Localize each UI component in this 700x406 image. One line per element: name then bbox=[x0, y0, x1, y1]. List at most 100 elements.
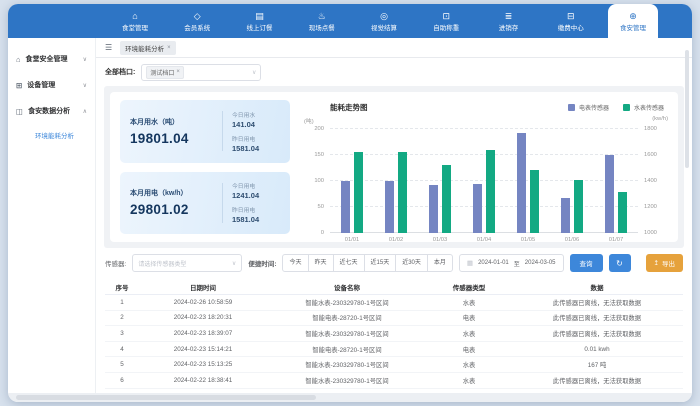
legend-item[interactable]: 电表传感器 bbox=[568, 103, 609, 112]
水表传感器-bar bbox=[530, 170, 539, 233]
sidebar: ⌂食堂安全管理∨⊞设备管理∨◫食安数据分析∧环境能耗分析 bbox=[8, 38, 96, 393]
nav-item-vision-checkout[interactable]: ◎视觉结算 bbox=[359, 4, 409, 38]
stall-filter-label: 全部档口: bbox=[105, 67, 135, 77]
date-start: 2024-01-01 bbox=[478, 260, 509, 266]
table-cell: 2024-02-23 15:14:21 bbox=[139, 346, 267, 353]
tab-environment-energy[interactable]: 环境能耗分析 × bbox=[120, 41, 176, 55]
axis-tick-label: 1400 bbox=[644, 178, 657, 184]
电表传感器-bar bbox=[473, 184, 482, 233]
table-header-cell: 设备名称 bbox=[267, 282, 427, 292]
right-axis-ticks: 10001200140016001800 bbox=[638, 129, 668, 233]
stall-select[interactable]: 测试档口 × ∨ bbox=[141, 64, 261, 81]
chart-title: 能耗走势图 bbox=[330, 102, 368, 113]
chevron-down-icon: ∨ bbox=[83, 56, 87, 63]
axis-tick-label: 150 bbox=[314, 152, 324, 158]
电表传感器-bar bbox=[605, 155, 614, 233]
horizontal-scrollbar[interactable] bbox=[8, 393, 692, 402]
table-row[interactable]: 32024-02-23 18:39:07智能水表-230329780-1号区间水… bbox=[105, 326, 683, 342]
nav-item-canteen-mgmt[interactable]: ⌂食堂管理 bbox=[110, 4, 160, 38]
table-cell: 2024-02-22 18:38:41 bbox=[139, 377, 267, 384]
data-analysis-icon: ◫ bbox=[16, 107, 23, 116]
quick-time-button[interactable]: 本月 bbox=[427, 254, 453, 272]
sidebar-item[interactable]: ⌂食堂安全管理∨ bbox=[8, 46, 95, 72]
legend-swatch bbox=[568, 104, 575, 111]
table-cell: 2024-02-23 18:20:31 bbox=[139, 314, 267, 321]
sidebar-subitem[interactable]: 环境能耗分析 bbox=[8, 124, 95, 146]
nav-item-label: 食堂管理 bbox=[122, 22, 148, 32]
table-cell: 智能电表-28720-1号区间 bbox=[267, 345, 427, 354]
axis-tick-label: 200 bbox=[314, 126, 324, 132]
nav-item-online-order[interactable]: ▤线上订餐 bbox=[235, 4, 285, 38]
table-cell: 智能水表-230329780-1号区间 bbox=[267, 376, 427, 385]
table-header-cell: 日期时间 bbox=[139, 282, 267, 292]
member-system-icon: ◇ bbox=[194, 11, 201, 21]
水表传感器-bar bbox=[486, 150, 495, 233]
bar-group bbox=[429, 129, 451, 233]
table-body: 12024-02-26 10:58:59智能水表-230329780-1号区间水… bbox=[105, 295, 683, 389]
refresh-button[interactable]: ↻ bbox=[609, 254, 631, 272]
canteen-mgmt-icon: ⌂ bbox=[132, 11, 137, 21]
bar-group bbox=[605, 129, 627, 233]
sensor-type-select[interactable]: 请选择传感器类型 ∨ bbox=[132, 254, 242, 272]
nav-item-dine-in-order[interactable]: ♨现场点餐 bbox=[297, 4, 347, 38]
divider bbox=[222, 183, 223, 223]
nav-item-label: 视觉结算 bbox=[371, 22, 397, 32]
nav-item-food-safety[interactable]: ⊕食安管理 bbox=[608, 4, 658, 38]
table-cell: 此传感器已离线，无法获取数据 bbox=[511, 376, 683, 385]
stats-column: 本月用水（吨）19801.04今日用水141.04昨日用电1581.04本月用电… bbox=[120, 100, 290, 234]
电表传感器-bar bbox=[429, 185, 438, 233]
sidebar-item-label: 食堂安全管理 bbox=[26, 54, 68, 64]
stat-card-title: 本月用水（吨） bbox=[130, 117, 213, 127]
export-button[interactable]: ↥ 导出 bbox=[646, 254, 683, 272]
table-row[interactable]: 42024-02-23 15:14:21智能电表-28720-1号区间电表0.0… bbox=[105, 342, 683, 358]
legend-item[interactable]: 水表传感器 bbox=[623, 103, 664, 112]
overview-card: 本月用水（吨）19801.04今日用水141.04昨日用电1581.04本月用电… bbox=[110, 92, 678, 242]
tab-close-icon[interactable]: × bbox=[167, 45, 171, 51]
date-separator: 至 bbox=[514, 259, 520, 268]
nav-item-label: 线上订餐 bbox=[247, 22, 273, 32]
stat-card-title: 本月用电（kw/h） bbox=[130, 188, 213, 198]
quick-time-button[interactable]: 近30天 bbox=[395, 254, 428, 272]
quick-time-button[interactable]: 今天 bbox=[282, 254, 308, 272]
x-axis-label: 01/05 bbox=[521, 237, 536, 245]
table-row[interactable]: 22024-02-23 18:20:31智能电表-28720-1号区间电表此传感… bbox=[105, 311, 683, 327]
quick-time-button[interactable]: 近七天 bbox=[333, 254, 365, 272]
sensor-select-placeholder: 请选择传感器类型 bbox=[138, 259, 186, 268]
quick-time-button[interactable]: 近15天 bbox=[364, 254, 397, 272]
table-row[interactable]: 12024-02-26 10:58:59智能水表-230329780-1号区间水… bbox=[105, 295, 683, 311]
table-cell: 水表 bbox=[427, 298, 511, 307]
sidebar-item[interactable]: ⊞设备管理∨ bbox=[8, 72, 95, 98]
sidebar-item[interactable]: ◫食安数据分析∧ bbox=[8, 98, 95, 124]
tag-close-icon[interactable]: × bbox=[176, 69, 180, 75]
nav-item-label: 会员系统 bbox=[184, 22, 210, 32]
left-axis-ticks: 050100150200 bbox=[304, 129, 330, 233]
axis-tick-label: 1200 bbox=[644, 204, 657, 210]
quick-time-button[interactable]: 昨天 bbox=[308, 254, 334, 272]
horizontal-scrollbar-thumb[interactable] bbox=[16, 395, 316, 400]
x-axis-label: 01/03 bbox=[433, 237, 448, 245]
nav-item-member-system[interactable]: ◇会员系统 bbox=[172, 4, 222, 38]
left-axis-unit: (吨) bbox=[304, 116, 330, 125]
search-button[interactable]: 查询 bbox=[570, 254, 603, 272]
dine-in-order-icon: ♨ bbox=[318, 11, 326, 21]
bar-group bbox=[517, 129, 539, 233]
table-cell: 电表 bbox=[427, 313, 511, 322]
refresh-icon: ↻ bbox=[616, 259, 623, 268]
table-cell: 智能水表-230329780-1号区间 bbox=[267, 360, 427, 369]
chevron-down-icon: ∨ bbox=[252, 69, 256, 76]
date-range-input[interactable]: ▦ 2024-01-01 至 2024-03-05 bbox=[459, 254, 564, 272]
table-row[interactable]: 52024-02-23 15:13:25智能水表-230329780-1号区间水… bbox=[105, 357, 683, 373]
right-axis-unit: (kw/h) bbox=[652, 116, 668, 122]
tab-bar: ☰ 环境能耗分析 × bbox=[96, 38, 692, 58]
nav-item-payment-center[interactable]: ⊟缴费中心 bbox=[546, 4, 596, 38]
nav-item-inventory[interactable]: ≣进销存 bbox=[484, 4, 534, 38]
nav-item-self-weigh[interactable]: ⊡自助称重 bbox=[421, 4, 471, 38]
vertical-scrollbar[interactable] bbox=[685, 50, 689, 168]
table-row[interactable]: 62024-02-22 18:38:41智能水表-230329780-1号区间水… bbox=[105, 373, 683, 389]
nav-item-label: 缴费中心 bbox=[558, 22, 584, 32]
self-weigh-icon: ⊡ bbox=[442, 11, 450, 21]
collapse-menu-icon[interactable]: ☰ bbox=[105, 43, 112, 52]
stall-selected-tag[interactable]: 测试档口 × bbox=[146, 66, 184, 79]
bar-group bbox=[341, 129, 363, 233]
legend-label: 电表传感器 bbox=[579, 103, 609, 112]
